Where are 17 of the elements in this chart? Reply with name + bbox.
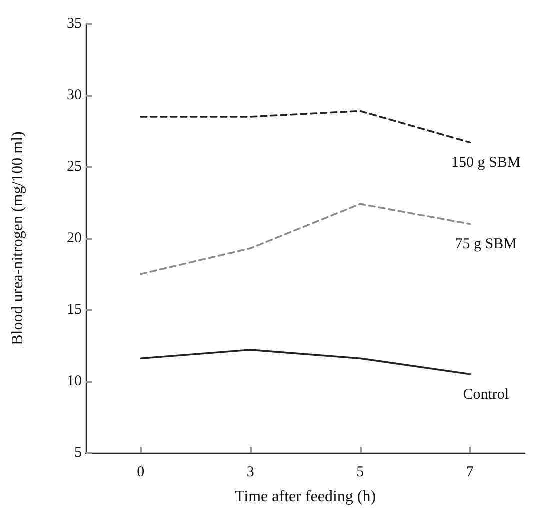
x-tick-label: 5	[356, 464, 364, 480]
x-tick-label: 0	[137, 464, 145, 480]
line-series	[140, 203, 472, 276]
y-tick-label: 5	[74, 445, 82, 461]
y-tick-label: 25	[67, 159, 82, 175]
x-tick-label: 3	[246, 464, 254, 480]
y-tick-label: 10	[67, 374, 82, 390]
x-tick-label: 7	[466, 464, 474, 480]
y-tick-label: 15	[67, 302, 82, 318]
series-label: 150 g SBM	[452, 155, 521, 172]
y-tick-label: 35	[67, 16, 82, 32]
series-label: Control	[463, 386, 510, 403]
series-label: 75 g SBM	[455, 236, 517, 253]
y-tick-label: 20	[67, 230, 82, 246]
y-axis-title: Blood urea-nitrogen (mg/100 ml)	[10, 132, 26, 346]
x-axis-title: Time after feeding (h)	[234, 488, 376, 506]
y-tick-label: 30	[67, 88, 82, 104]
